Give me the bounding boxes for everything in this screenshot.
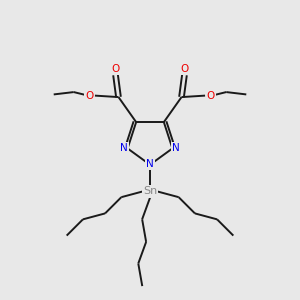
Text: N: N: [172, 143, 180, 153]
Text: O: O: [207, 91, 215, 100]
Text: O: O: [111, 64, 120, 74]
Text: N: N: [146, 159, 154, 169]
Text: O: O: [180, 64, 189, 74]
Text: N: N: [120, 143, 127, 153]
Text: Sn: Sn: [143, 186, 157, 196]
Text: O: O: [85, 91, 93, 100]
